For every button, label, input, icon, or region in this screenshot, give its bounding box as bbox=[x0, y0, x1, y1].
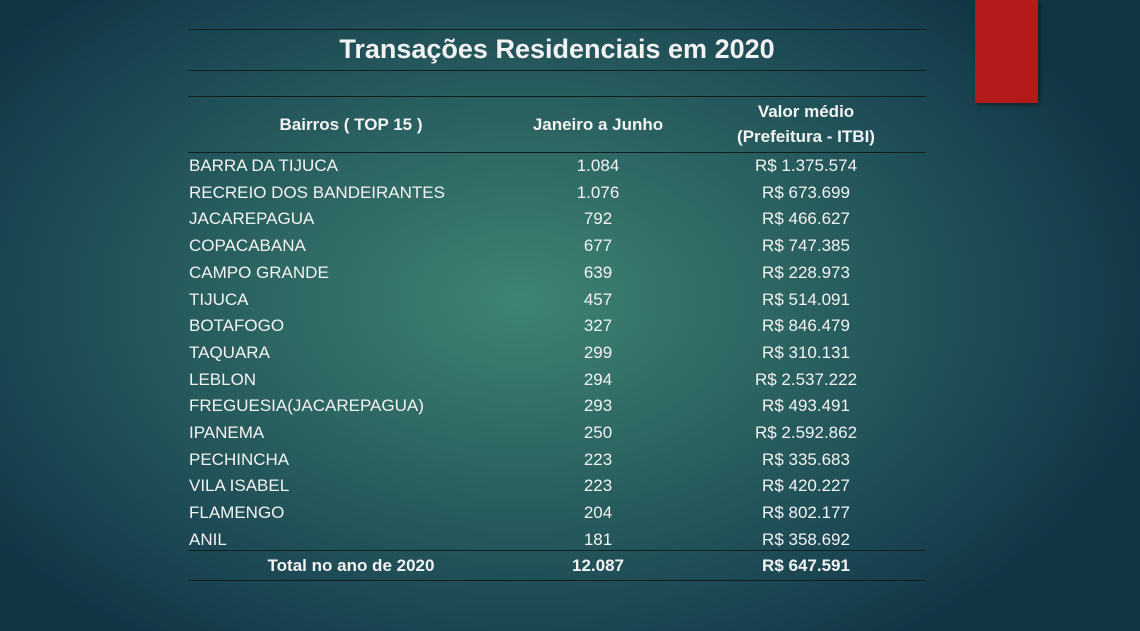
header-cell: (Prefeitura - ITBI) bbox=[737, 127, 875, 146]
rule bbox=[188, 96, 926, 97]
cell: 792 bbox=[583, 209, 613, 229]
header-cell: Janeiro a Junho bbox=[532, 115, 664, 134]
cell: R$ 846.479 bbox=[762, 316, 850, 336]
cell: R$ 493.491 bbox=[762, 396, 850, 416]
cell: 299 bbox=[583, 342, 613, 362]
total-cell: R$ 647.591 bbox=[762, 556, 850, 575]
cell: 181 bbox=[583, 529, 613, 549]
cell: R$ 2.592.862 bbox=[754, 423, 858, 442]
cell: 293 bbox=[583, 396, 613, 416]
cell: 1.076 bbox=[576, 182, 620, 202]
rule bbox=[188, 580, 926, 581]
total-cell: Total no ano de 2020 bbox=[267, 556, 435, 575]
rule bbox=[188, 550, 926, 551]
cell: R$ 514.091 bbox=[762, 289, 850, 309]
cell: COPACABANA bbox=[189, 236, 306, 256]
cell: ANIL bbox=[189, 529, 227, 549]
cell: TIJUCA bbox=[189, 289, 249, 309]
cell: 294 bbox=[583, 369, 613, 389]
cell: 327 bbox=[583, 316, 613, 336]
cell: BOTAFOGO bbox=[189, 316, 285, 336]
cell: R$ 802.177 bbox=[762, 503, 850, 523]
cell: 457 bbox=[583, 289, 613, 309]
total-cell: 12.087 bbox=[572, 556, 624, 575]
header-cell: Valor médio bbox=[757, 102, 855, 121]
cell: JACAREPAGUA bbox=[189, 209, 315, 229]
cell: RECREIO DOS BANDEIRANTES bbox=[189, 182, 445, 202]
cell: TAQUARA bbox=[189, 342, 270, 362]
cell: VILA ISABEL bbox=[189, 476, 290, 496]
cell: PECHINCHA bbox=[189, 449, 290, 469]
cell: 204 bbox=[583, 503, 613, 523]
cell: 223 bbox=[583, 449, 613, 469]
cell: R$ 420.227 bbox=[762, 476, 850, 496]
cell: FREGUESIA(JACAREPAGUA) bbox=[189, 396, 424, 416]
cell: 250 bbox=[583, 423, 613, 442]
cell: FLAMENGO bbox=[189, 503, 285, 523]
cell: R$ 1.375.574 bbox=[754, 156, 858, 175]
decor-block bbox=[975, 0, 1038, 103]
cell: R$ 2.537.222 bbox=[754, 369, 858, 389]
cell: R$ 228.973 bbox=[762, 262, 850, 282]
rule bbox=[188, 70, 926, 71]
cell: 1.084 bbox=[576, 156, 620, 175]
cell: 223 bbox=[583, 476, 613, 496]
cell: LEBLON bbox=[189, 369, 257, 389]
header-cell: Bairros ( TOP 15 ) bbox=[279, 115, 423, 134]
cell: IPANEMA bbox=[189, 423, 265, 442]
rule bbox=[188, 152, 926, 153]
cell: R$ 358.692 bbox=[762, 529, 850, 549]
cell: R$ 310.131 bbox=[762, 342, 850, 362]
cell: R$ 747.385 bbox=[762, 236, 850, 256]
cell: 677 bbox=[583, 236, 613, 256]
title: Transações Residenciais em 2020 bbox=[339, 34, 775, 64]
rule bbox=[188, 29, 926, 30]
cell: CAMPO GRANDE bbox=[189, 262, 329, 282]
cell: R$ 335.683 bbox=[762, 449, 850, 469]
cell: BARRA DA TIJUCA bbox=[189, 156, 338, 175]
cell: 639 bbox=[583, 262, 613, 282]
cell: R$ 466.627 bbox=[762, 209, 850, 229]
cell: R$ 673.699 bbox=[762, 182, 850, 202]
